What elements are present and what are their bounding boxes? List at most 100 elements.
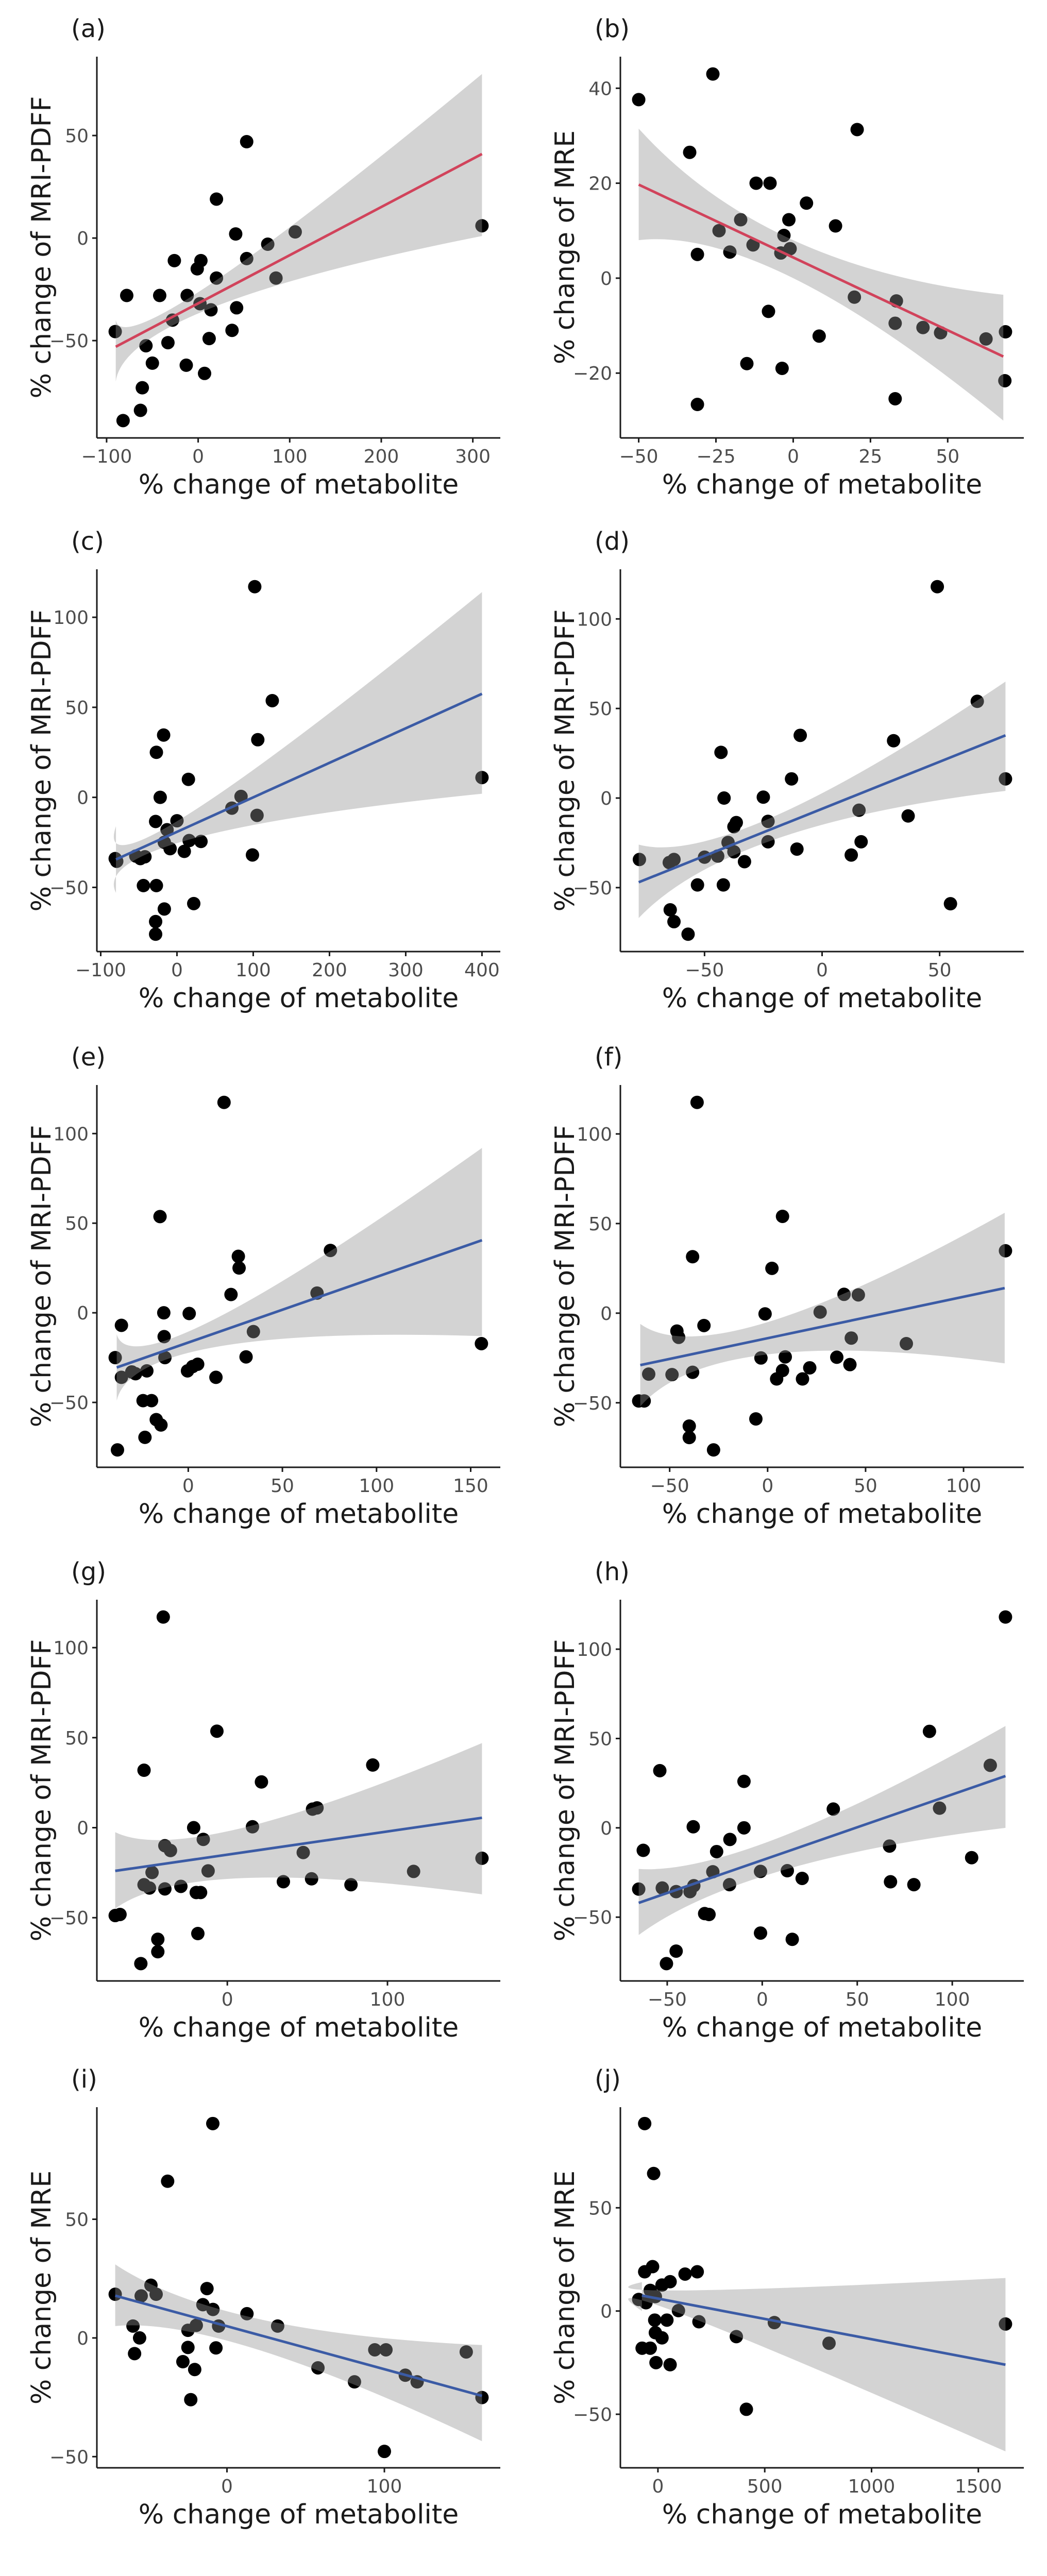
data-point	[638, 2116, 652, 2130]
scatter-panel-j: 0 500 1000 1500 −50 0 50 % change of metabolite…	[550, 2065, 1024, 2530]
data-point	[149, 2287, 163, 2301]
data-point	[176, 2355, 190, 2368]
data-point	[251, 733, 265, 747]
x-tick-label: 0	[192, 446, 204, 467]
y-tick-label: −50	[49, 331, 89, 352]
data-point	[765, 1261, 779, 1275]
x-axis-title: % change of metabolite	[139, 2499, 459, 2530]
data-point	[692, 2315, 706, 2329]
data-point	[246, 1325, 260, 1338]
x-tick-label: 0	[222, 1989, 233, 2010]
data-point	[210, 192, 224, 206]
data-point	[727, 845, 741, 859]
data-point	[763, 176, 777, 190]
data-point	[888, 392, 902, 405]
data-point	[660, 1957, 673, 1971]
y-tick-label: −50	[49, 2447, 89, 2468]
data-point	[754, 1926, 768, 1940]
data-point	[225, 324, 239, 337]
data-point	[843, 1358, 857, 1371]
data-point	[785, 1933, 799, 1946]
data-point	[310, 1801, 324, 1815]
data-point	[682, 1431, 696, 1445]
data-point	[179, 358, 193, 372]
data-point	[151, 1933, 165, 1946]
data-point	[475, 1336, 488, 1350]
data-point	[681, 927, 695, 941]
data-point	[649, 2355, 663, 2369]
y-tick-label: −50	[573, 878, 612, 899]
panel-label: (d)	[595, 527, 630, 556]
data-point	[663, 2275, 677, 2289]
data-point	[149, 745, 163, 759]
y-axis-title: % change of MRE	[26, 2171, 57, 2404]
x-tick-label: 1000	[848, 2476, 896, 2497]
x-tick-label: 50	[936, 446, 959, 467]
data-point	[643, 2341, 657, 2355]
y-tick-label: −50	[573, 1393, 612, 1414]
data-point	[758, 1307, 772, 1321]
y-tick-label: 0	[600, 2301, 612, 2323]
data-point	[137, 1764, 151, 1777]
data-point	[749, 1412, 763, 1426]
data-point	[663, 2358, 677, 2371]
x-tick-label: 0	[652, 2476, 664, 2497]
y-axis-title: % change of MRI-PDFF	[550, 1125, 581, 1428]
data-point	[187, 896, 201, 910]
data-point	[240, 251, 254, 265]
data-point	[245, 1820, 259, 1834]
x-axis-title: % change of metabolite	[662, 2012, 983, 2043]
confidence-band	[115, 2264, 482, 2442]
data-point	[632, 93, 646, 107]
data-point	[702, 1908, 716, 1922]
data-point	[245, 848, 259, 862]
confidence-band	[628, 2278, 1006, 2452]
panel-label: (f)	[595, 1043, 622, 1072]
y-tick-label: 20	[588, 174, 612, 195]
data-point	[188, 2363, 201, 2377]
data-point	[737, 1821, 751, 1835]
data-point	[782, 213, 796, 227]
y-tick-label: −50	[573, 2404, 612, 2426]
data-point	[206, 2116, 220, 2130]
data-point	[678, 2267, 692, 2281]
y-tick-label: 50	[588, 699, 612, 720]
data-point	[999, 1244, 1012, 1258]
data-point	[887, 734, 901, 748]
y-axis-title: % change of MRI-PDFF	[550, 609, 581, 912]
data-point	[149, 815, 163, 828]
data-point	[269, 271, 283, 285]
data-point	[686, 1365, 700, 1379]
data-point	[475, 771, 489, 785]
y-tick-label: 50	[65, 1728, 89, 1749]
data-point	[723, 1833, 737, 1846]
data-point	[999, 2317, 1012, 2331]
data-point	[749, 176, 763, 190]
data-point	[796, 1372, 809, 1386]
data-point	[790, 842, 804, 856]
data-point	[663, 903, 677, 917]
data-point	[134, 1957, 148, 1971]
data-point	[669, 1944, 683, 1958]
data-point	[653, 1764, 667, 1777]
x-tick-label: −100	[81, 446, 132, 467]
data-point	[737, 855, 751, 869]
y-tick-label: 50	[588, 1728, 612, 1750]
data-point	[187, 1821, 200, 1835]
data-point	[672, 1330, 686, 1344]
data-point	[149, 914, 163, 928]
x-tick-label: 0	[171, 960, 183, 981]
data-point	[153, 289, 166, 302]
data-point	[475, 219, 489, 233]
data-point	[888, 316, 902, 330]
data-point	[240, 134, 254, 148]
data-point	[143, 1881, 157, 1895]
panel-label: (g)	[71, 1557, 106, 1586]
data-point	[198, 366, 212, 380]
data-point	[157, 1306, 171, 1320]
x-tick-label: 25	[858, 446, 882, 467]
regression-line	[115, 152, 483, 348]
x-tick-label: 100	[359, 1476, 394, 1497]
x-tick-label: 0	[182, 1476, 194, 1497]
data-point	[129, 1367, 143, 1381]
